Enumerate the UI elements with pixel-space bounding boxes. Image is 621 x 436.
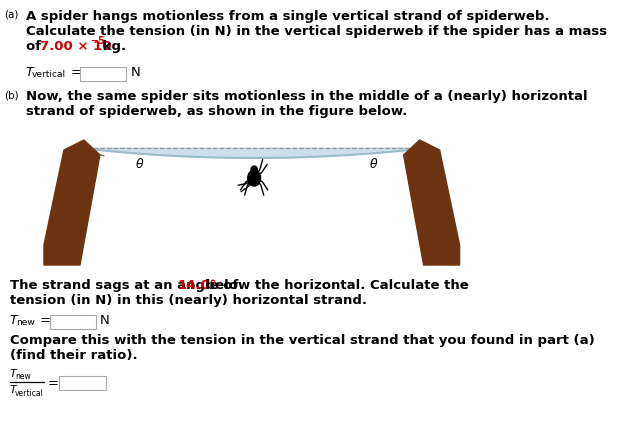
FancyBboxPatch shape [59,376,106,390]
Polygon shape [44,140,100,265]
Text: tension (in N) in this (nearly) horizontal strand.: tension (in N) in this (nearly) horizont… [9,294,366,307]
Text: =: = [70,66,81,79]
Text: (b): (b) [4,90,19,100]
Text: T: T [9,385,16,395]
Text: A spider hangs motionless from a single vertical strand of spiderweb.: A spider hangs motionless from a single … [25,10,549,23]
Text: =: = [40,314,51,327]
Text: 7.00 × 10: 7.00 × 10 [40,40,111,53]
Text: θ: θ [136,158,143,171]
Text: 14.0°: 14.0° [178,279,217,292]
Text: Calculate the tension (in N) in the vertical spiderweb if the spider has a mass: Calculate the tension (in N) in the vert… [25,25,607,38]
Text: N: N [100,314,110,327]
Text: new: new [16,318,35,327]
Text: vertical: vertical [32,70,66,79]
Text: Compare this with the tension in the vertical strand that you found in part (a): Compare this with the tension in the ver… [9,334,594,347]
Text: T: T [9,369,16,379]
Text: new: new [15,372,31,381]
Circle shape [251,166,257,174]
Text: (find their ratio).: (find their ratio). [9,349,137,362]
Text: (a): (a) [4,10,19,20]
Polygon shape [404,140,460,265]
Text: The strand sags at an angle of: The strand sags at an angle of [9,279,243,292]
Text: θ: θ [369,158,377,171]
Text: Now, the same spider sits motionless in the middle of a (nearly) horizontal: Now, the same spider sits motionless in … [25,90,587,103]
Circle shape [248,170,261,186]
FancyBboxPatch shape [50,315,96,329]
Text: strand of spiderweb, as shown in the figure below.: strand of spiderweb, as shown in the fig… [25,105,407,118]
Text: T: T [25,66,33,79]
Text: vertical: vertical [15,389,44,398]
Text: −5: −5 [91,36,106,46]
Text: kg.: kg. [98,40,127,53]
FancyBboxPatch shape [80,67,126,81]
Text: =: = [48,377,59,390]
Text: of: of [25,40,45,53]
Polygon shape [80,148,428,158]
Text: N: N [130,66,140,79]
Text: T: T [9,314,17,327]
Text: below the horizontal. Calculate the: below the horizontal. Calculate the [201,279,468,292]
